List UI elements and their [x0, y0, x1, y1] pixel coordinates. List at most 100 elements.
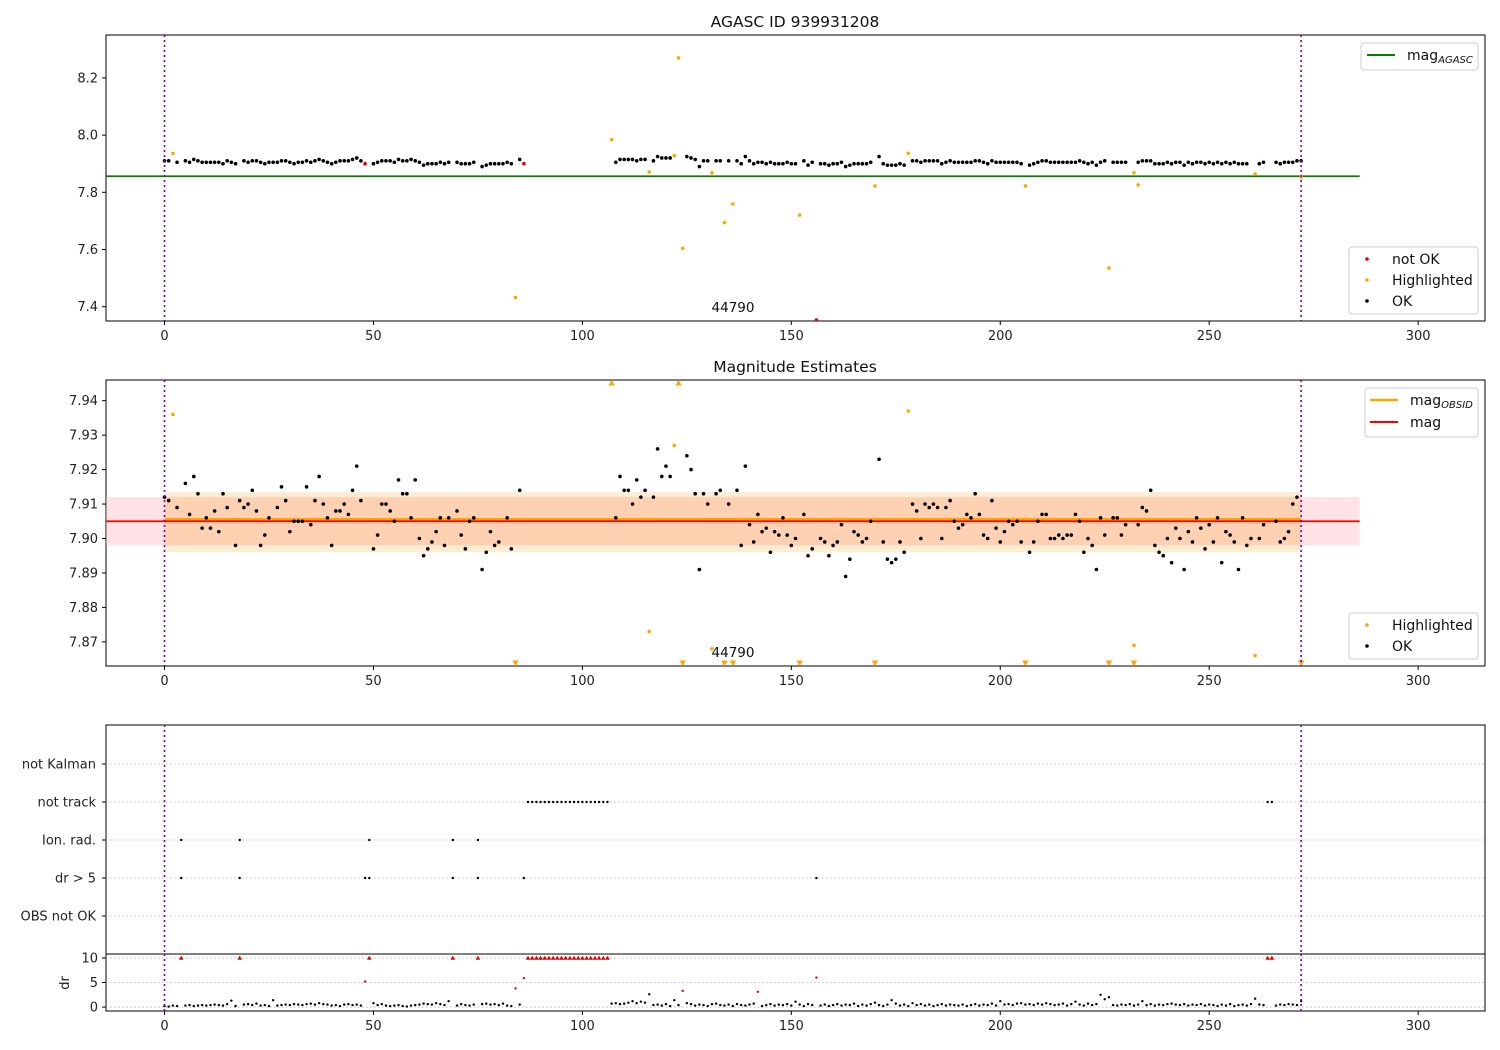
estimates-xtick-label: 300 — [1406, 674, 1431, 689]
estimates-point-ok — [313, 498, 317, 503]
dr-point — [472, 1003, 475, 1006]
estimates-point-ok — [793, 536, 798, 541]
estimates-point-ok — [735, 488, 739, 493]
dr-point — [806, 1002, 810, 1006]
estimates-point-ok — [877, 457, 881, 462]
dr-point-clipped — [563, 955, 568, 960]
dr-point — [380, 1002, 383, 1006]
estimates-point-ok — [1061, 536, 1065, 541]
agasc-point-not-ok — [522, 161, 526, 166]
estimates-point-ok — [1094, 567, 1099, 572]
agasc-legend-highlighted-label: Highlighted — [1392, 273, 1473, 289]
agasc-point-ok — [1240, 161, 1245, 166]
agasc-point-ok — [1048, 160, 1053, 165]
estimates-point-ok — [1274, 519, 1278, 524]
estimates-point-ok — [1006, 519, 1011, 524]
agasc-point-ok — [1044, 159, 1049, 163]
estimates-point-outlier-down — [1105, 660, 1113, 667]
dr-point — [785, 1002, 789, 1006]
dr-point — [405, 1005, 409, 1008]
agasc-point-ok — [317, 157, 321, 162]
agasc-point-ok — [321, 159, 326, 163]
estimates-point-ok — [175, 505, 179, 510]
agasc-point-ok — [965, 160, 969, 165]
dr-point — [1157, 1003, 1161, 1006]
dr-point — [723, 1004, 726, 1007]
dr-point — [501, 1002, 505, 1005]
flags-point — [180, 876, 183, 880]
estimates-point-ok — [1052, 536, 1057, 541]
agasc-point-ok — [1165, 160, 1170, 165]
dr-point — [1095, 1002, 1098, 1006]
agasc-point-ok — [217, 160, 221, 165]
estimates-point-ok — [902, 550, 906, 555]
agasc-point-ok — [1245, 161, 1249, 166]
estimates-point-ok — [935, 505, 940, 510]
estimates-legend-bottom-box — [1348, 612, 1479, 660]
dr-point — [259, 1004, 262, 1007]
agasc-point-ok — [864, 161, 869, 166]
estimates-point-ok — [342, 502, 346, 506]
agasc-point-ok — [1194, 160, 1199, 165]
estimates-point-outlier-down — [796, 660, 803, 667]
agasc-point-ok — [668, 156, 672, 160]
estimates-ytick-label: 7.89 — [69, 566, 98, 581]
estimates-point-ok — [785, 533, 789, 537]
dr-point — [752, 1002, 755, 1005]
dr-point — [455, 1004, 459, 1007]
dr-point — [326, 1003, 329, 1006]
flags-point — [539, 800, 542, 804]
flags-point — [551, 800, 555, 804]
agasc-point-ok — [505, 160, 509, 165]
estimates-point-ok — [990, 498, 994, 503]
dr-point — [313, 1003, 317, 1006]
estimates-point-outlier-up — [675, 379, 682, 386]
estimates-point-ok — [705, 502, 710, 506]
agasc-legend-mag-text: mag — [1407, 48, 1438, 64]
dr-point — [957, 1004, 960, 1007]
agasc-point-ok — [977, 159, 982, 163]
flags-point — [564, 800, 567, 804]
dr-point — [1074, 1000, 1077, 1003]
estimates-point-ok — [1044, 512, 1049, 517]
dr-point — [355, 1003, 358, 1006]
dr-point — [1057, 1003, 1060, 1006]
dr-point — [1036, 1002, 1040, 1005]
dr-point — [1032, 1003, 1035, 1007]
estimates-point-ok — [509, 547, 514, 551]
agasc-point-ok — [459, 161, 463, 166]
estimates-point-highlighted — [171, 412, 175, 417]
dr-point — [856, 1004, 860, 1008]
dr-ytick-label: 0 — [90, 1001, 98, 1016]
agasc-point-ok — [446, 160, 451, 165]
dr-point — [393, 1004, 396, 1007]
dr-point — [225, 1002, 229, 1006]
dr-point — [510, 1004, 513, 1008]
agasc-point-ok — [1148, 159, 1153, 163]
estimates-point-ok — [630, 502, 635, 506]
dr-point — [961, 1003, 964, 1006]
flags-point — [593, 800, 597, 804]
estimates-point-ok — [1161, 553, 1166, 558]
agasc-point-ok — [1111, 160, 1115, 165]
dr-point — [1274, 1004, 1278, 1007]
agasc-point-ok — [267, 160, 271, 165]
agasc-point-ok — [313, 159, 317, 163]
estimates-point-ok — [848, 557, 852, 561]
agasc-point-ok — [822, 161, 827, 166]
estimates-point-ok — [965, 512, 969, 517]
estimates-point-ok — [860, 540, 865, 544]
agasc-point-ok — [1073, 160, 1078, 165]
agasc-point-ok — [250, 159, 255, 163]
flags-point — [451, 838, 455, 842]
agasc-point-ok — [308, 160, 313, 165]
agasc-point-ok — [877, 154, 881, 159]
flags-category-label: dr > 5 — [55, 872, 96, 887]
estimates-point-ok — [1186, 529, 1191, 534]
flags-axes — [105, 724, 1486, 955]
dr-point — [852, 1002, 856, 1005]
estimates-point-ok — [1203, 547, 1207, 551]
agasc-point-ok — [643, 157, 647, 162]
estimates-point-ok — [421, 553, 426, 558]
estimates-point-ok — [354, 464, 359, 468]
